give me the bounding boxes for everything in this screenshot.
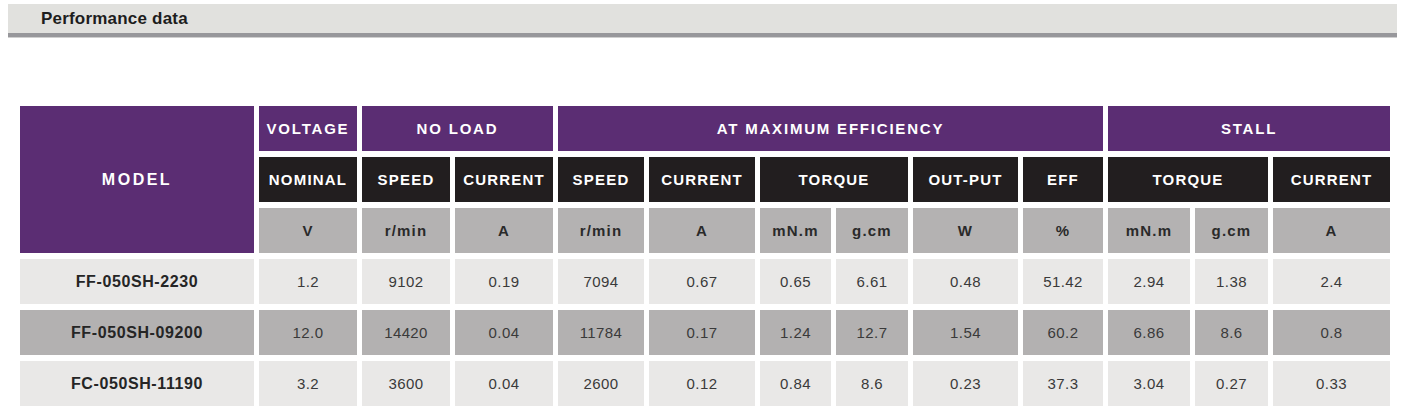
model-cell: FF-050SH-2230 [20, 259, 254, 304]
unit-cell: mN.m [1108, 208, 1190, 253]
data-cell: 0.65 [760, 259, 831, 304]
data-cell: 6.86 [1108, 310, 1190, 355]
subheader-current-maxeff: CURRENT [649, 157, 755, 202]
data-cell: 8.6 [1195, 310, 1268, 355]
data-cell: 0.27 [1195, 361, 1268, 406]
data-cell: 2.94 [1108, 259, 1190, 304]
group-header-stall: STALL [1108, 106, 1390, 151]
subheader-eff: EFF [1023, 157, 1103, 202]
data-cell: 3600 [362, 361, 450, 406]
data-cell: 6.61 [836, 259, 908, 304]
data-cell: 0.19 [455, 259, 553, 304]
section-title-bar: Performance data [8, 4, 1397, 37]
unit-cell: mN.m [760, 208, 831, 253]
group-header-no-load: NO LOAD [362, 106, 553, 151]
model-cell: FC-050SH-11190 [20, 361, 254, 406]
data-cell: 0.33 [1273, 361, 1390, 406]
section-title: Performance data [8, 9, 188, 29]
unit-cell: g.cm [836, 208, 908, 253]
data-cell: 0.84 [760, 361, 831, 406]
data-cell: 3.04 [1108, 361, 1190, 406]
data-cell: 11784 [558, 310, 644, 355]
data-cell: 3.2 [259, 361, 357, 406]
data-cell: 9102 [362, 259, 450, 304]
unit-cell: g.cm [1195, 208, 1268, 253]
model-cell: FF-050SH-09200 [20, 310, 254, 355]
data-cell: 1.24 [760, 310, 831, 355]
group-header-voltage: VOLTAGE [259, 106, 357, 151]
unit-cell: r/min [362, 208, 450, 253]
performance-table: MODEL VOLTAGE NO LOAD AT MAXIMUM EFFICIE… [20, 106, 1390, 406]
subheader-speed-noload: SPEED [362, 157, 450, 202]
data-cell: 8.6 [836, 361, 908, 406]
unit-cell: A [649, 208, 755, 253]
data-cell: 2.4 [1273, 259, 1390, 304]
unit-cell: r/min [558, 208, 644, 253]
subheader-output: OUT-PUT [913, 157, 1018, 202]
data-cell: 60.2 [1023, 310, 1103, 355]
unit-cell: A [1273, 208, 1390, 253]
data-cell: 12.0 [259, 310, 357, 355]
subheader-nominal: NOMINAL [259, 157, 357, 202]
data-cell: 51.42 [1023, 259, 1103, 304]
data-cell: 0.67 [649, 259, 755, 304]
data-cell: 0.23 [913, 361, 1018, 406]
data-cell: 1.38 [1195, 259, 1268, 304]
data-cell: 0.04 [455, 310, 553, 355]
subheader-speed-maxeff: SPEED [558, 157, 644, 202]
data-cell: 37.3 [1023, 361, 1103, 406]
data-cell: 2600 [558, 361, 644, 406]
model-column-header: MODEL [20, 106, 254, 253]
data-cell: 1.54 [913, 310, 1018, 355]
data-cell: 0.04 [455, 361, 553, 406]
data-cell: 0.17 [649, 310, 755, 355]
unit-cell: A [455, 208, 553, 253]
data-cell: 14420 [362, 310, 450, 355]
data-cell: 7094 [558, 259, 644, 304]
subheader-current-noload: CURRENT [455, 157, 553, 202]
data-cell: 0.12 [649, 361, 755, 406]
group-header-max-efficiency: AT MAXIMUM EFFICIENCY [558, 106, 1103, 151]
data-cell: 12.7 [836, 310, 908, 355]
unit-cell: W [913, 208, 1018, 253]
data-cell: 0.8 [1273, 310, 1390, 355]
unit-cell: V [259, 208, 357, 253]
subheader-current-stall: CURRENT [1273, 157, 1390, 202]
data-cell: 0.48 [913, 259, 1018, 304]
subheader-torque-maxeff: TORQUE [760, 157, 908, 202]
unit-cell: % [1023, 208, 1103, 253]
data-cell: 1.2 [259, 259, 357, 304]
subheader-torque-stall: TORQUE [1108, 157, 1268, 202]
